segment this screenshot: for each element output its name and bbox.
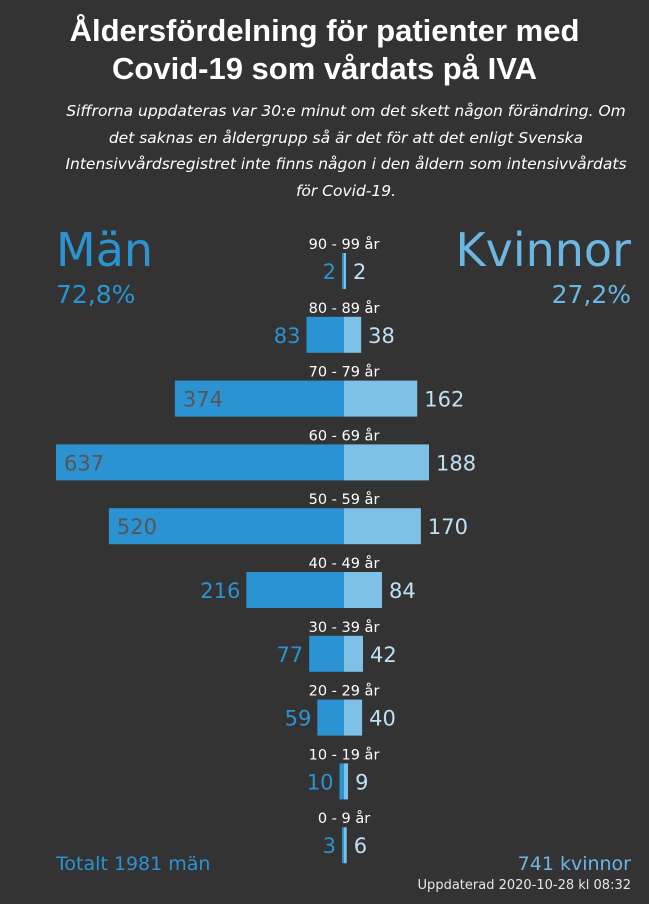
chart-subtitle: Siffrorna uppdateras var 30:e minut om d…	[56, 98, 636, 204]
women-value-label: 84	[389, 579, 416, 603]
total-men: Totalt 1981 män	[56, 853, 211, 875]
men-bar	[246, 572, 344, 608]
updated-timestamp: Uppdaterad 2020-10-28 kl 08:32	[417, 878, 631, 893]
women-value-label: 2	[353, 260, 366, 284]
men-value-label: 520	[117, 515, 157, 539]
men-value-label: 216	[200, 579, 240, 603]
age-group-label: 90 - 99 år	[309, 236, 380, 253]
men-value-label: 77	[276, 643, 303, 667]
age-group-label: 50 - 59 år	[309, 491, 380, 508]
men-bar	[306, 316, 344, 353]
women-percentage: 27,2%	[551, 280, 631, 309]
men-bar	[309, 635, 344, 672]
title-line-1: Åldersfördelning för patienter med	[69, 13, 580, 48]
men-value-label: 2	[323, 260, 336, 284]
men-bar	[56, 444, 344, 481]
women-bar	[344, 253, 346, 289]
women-value-label: 188	[436, 451, 476, 475]
age-group-label: 70 - 79 år	[309, 364, 380, 381]
women-bar	[344, 635, 363, 672]
age-group-label: 60 - 69 år	[309, 427, 380, 444]
men-value-label: 10	[307, 770, 334, 794]
women-bar	[344, 444, 429, 481]
subtitle-line-1: Siffrorna uppdateras var 30:e minut om d…	[66, 102, 626, 120]
total-women: 741 kvinnor	[517, 853, 631, 875]
women-value-label: 9	[355, 770, 368, 794]
subtitle-line-4: för Covid-19.	[295, 181, 397, 200]
subtitle-line-3: Intensivvårdsregistret inte finns någon …	[65, 155, 627, 173]
men-bar	[174, 380, 344, 417]
age-group-label: 30 - 39 år	[309, 619, 380, 636]
women-bar	[344, 699, 363, 736]
women-value-label: 170	[428, 515, 468, 539]
women-bar	[344, 572, 382, 608]
women-value-label: 162	[424, 388, 464, 412]
chart-title: Åldersfördelning för patienter med Covid…	[0, 12, 649, 88]
men-bar	[108, 508, 345, 545]
men-bar	[317, 699, 344, 736]
women-bar	[344, 763, 349, 800]
women-value-label: 40	[369, 707, 396, 731]
age-group-label: 0 - 9 år	[318, 810, 370, 827]
women-bar	[344, 508, 421, 545]
age-group-label: 40 - 49 år	[309, 555, 380, 572]
men-percentage: 72,8%	[56, 280, 136, 309]
men-bar	[342, 827, 344, 864]
women-bar	[344, 316, 362, 353]
women-bar	[344, 827, 347, 864]
men-bar	[342, 253, 344, 289]
men-value-label: 374	[183, 388, 223, 412]
women-value-label: 42	[370, 643, 397, 667]
men-value-label: 59	[285, 707, 312, 731]
men-value-label: 83	[274, 324, 301, 348]
women-bar	[344, 380, 418, 417]
women-value-label: 38	[368, 324, 395, 348]
men-value-label: 637	[64, 451, 104, 475]
age-group-label: 80 - 89 år	[309, 300, 380, 317]
subtitle-line-2: det saknas en åldergrupp så är det för a…	[108, 128, 584, 147]
age-group-label: 10 - 19 år	[309, 746, 380, 763]
men-bar	[339, 763, 344, 800]
men-label: Män	[56, 223, 154, 277]
title-line-2: Covid-19 som vårdats på IVA	[112, 51, 537, 86]
age-group-label: 20 - 29 år	[309, 683, 380, 700]
women-value-label: 6	[354, 834, 367, 858]
men-value-label: 3	[323, 834, 336, 858]
women-label: Kvinnor	[455, 223, 631, 277]
